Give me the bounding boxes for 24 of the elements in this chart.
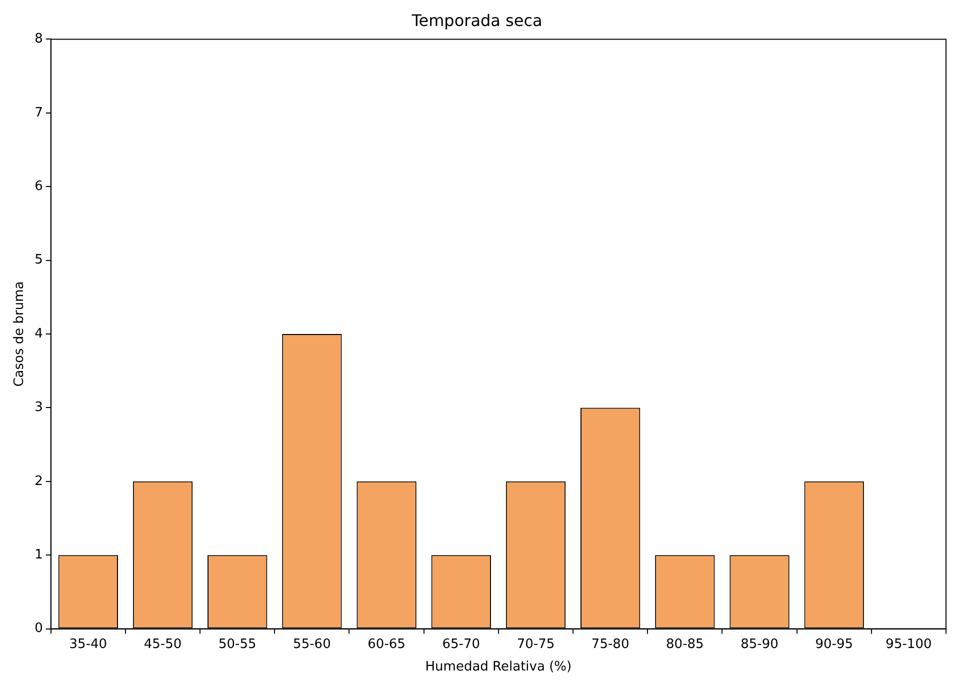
x-tick-label: 45-50 [144,636,182,652]
y-tick-label: 3 [34,400,43,416]
x-tick-label: 95-100 [886,636,932,652]
x-tick-label: 50-55 [218,636,256,652]
x-tick-label: 70-75 [516,636,555,652]
y-tick-label: 6 [34,178,43,194]
y-tick-label: 8 [34,32,43,47]
y-tick-label: 2 [34,474,43,489]
x-tick-label: 55-60 [293,636,331,652]
y-tick-label: 7 [34,105,43,120]
x-tick-label: 80-85 [666,636,704,652]
y-tick-label: 5 [34,252,43,268]
y-tick-label: 0 [34,621,43,636]
x-tick-label: 60-65 [368,636,406,652]
y-tick-label: 1 [34,547,43,562]
x-tick-label: 75-80 [591,636,630,652]
y-tick-label: 4 [34,326,43,342]
x-tick-label: 90-95 [815,636,853,652]
chart-title: Temporada seca [410,10,542,30]
x-tick-label: 65-70 [442,636,480,652]
x-tick-label: 35-40 [69,636,108,652]
y-axis-title: Casos de bruma [12,281,28,387]
x-axis-title: Humedad Relativa (%) [425,660,572,675]
x-tick-label: 85-90 [740,636,778,652]
